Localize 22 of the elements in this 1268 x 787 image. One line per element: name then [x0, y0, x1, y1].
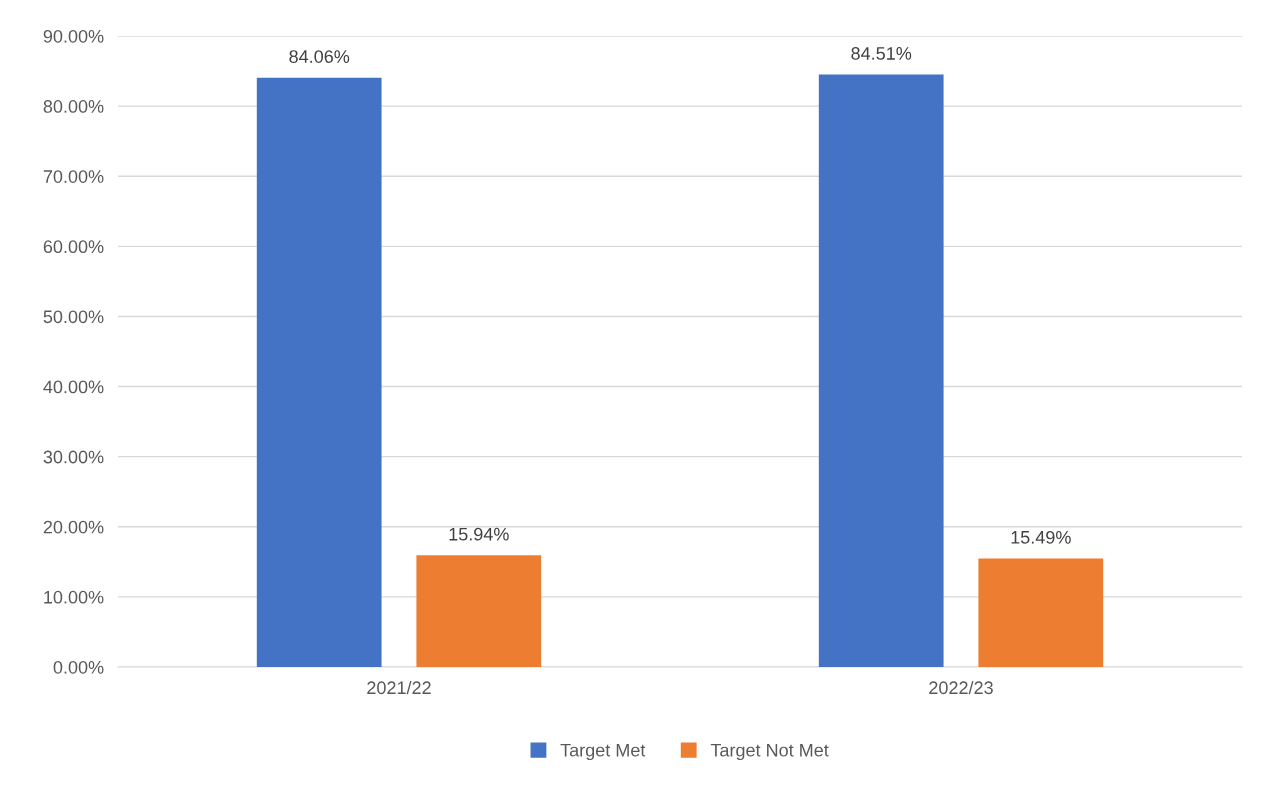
x-tick-label: 2022/23	[929, 680, 993, 695]
bar	[416, 555, 542, 667]
y-tick-label: 30.00%	[43, 450, 104, 464]
y-tick-label: 20.00%	[43, 520, 104, 534]
bar	[978, 558, 1104, 667]
y-tick-label: 40.00%	[43, 380, 104, 394]
y-tick-label: 10.00%	[44, 590, 104, 604]
y-tick-label: 50.00%	[43, 310, 104, 324]
bar	[256, 77, 382, 667]
data-label: 84.51%	[851, 47, 912, 60]
data-label: 15.49%	[1011, 530, 1071, 544]
y-tick-label: 70.00%	[43, 170, 104, 183]
data-label: 15.94%	[449, 527, 509, 541]
x-tick-label: 2021/22	[367, 680, 431, 695]
data-label: 84.06%	[289, 50, 350, 63]
bar	[818, 74, 944, 667]
legend-label: Target Met	[560, 743, 646, 761]
y-tick-label: 60.00%	[43, 240, 104, 254]
y-tick-label: 80.00%	[43, 100, 104, 113]
legend-label: Target Not Met	[710, 743, 829, 761]
y-tick-label: 0.00%	[53, 660, 104, 674]
y-tick-label: 90.00%	[43, 29, 104, 43]
